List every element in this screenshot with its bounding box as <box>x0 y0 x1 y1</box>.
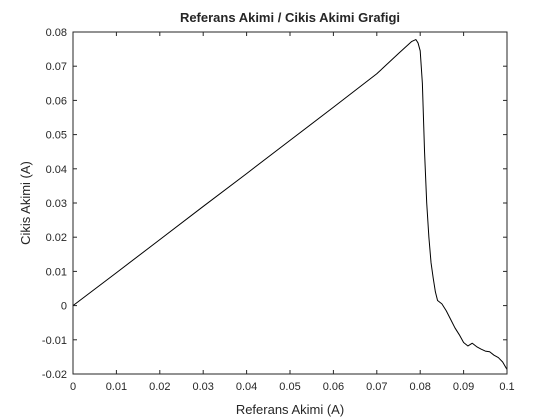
y-tick-label: 0.06 <box>46 95 67 107</box>
x-tick-label: 0.08 <box>409 381 430 393</box>
y-tick-label: 0.03 <box>46 198 67 210</box>
y-tick-label: -0.02 <box>42 369 67 381</box>
y-tick-label: 0 <box>61 301 67 313</box>
x-tick-label: 0 <box>70 381 76 393</box>
x-axis-label: Referans Akimi (A) <box>236 402 344 417</box>
axes-box <box>72 31 508 375</box>
x-tick-label: 0.07 <box>366 381 387 393</box>
x-tick-label: 0.09 <box>453 381 474 393</box>
series-line <box>72 39 508 370</box>
x-tick-label: 0.05 <box>279 381 300 393</box>
y-axis-label: Cikis Akimi (A) <box>18 161 33 245</box>
x-tick-label: 0.03 <box>192 381 213 393</box>
y-tick-label: 0.04 <box>46 164 67 176</box>
x-tick-label: 0.01 <box>106 381 127 393</box>
chart-title: Referans Akimi / Cikis Akimi Grafigi <box>180 10 400 25</box>
x-tick-label: 0.02 <box>149 381 170 393</box>
x-tick-label: 0.1 <box>499 381 514 393</box>
y-tick-label: 0.02 <box>46 232 67 244</box>
y-tick-label: 0.05 <box>46 130 67 142</box>
tick-layer: 0 0.01 0.02 0.03 0.04 0.05 0.06 0.07 0.08 0.09 0.1… <box>42 27 515 393</box>
y-tick-label: 0.01 <box>46 266 67 278</box>
series-layer <box>72 39 508 370</box>
y-tick-label: 0.08 <box>46 27 67 39</box>
y-tick-label: 0.07 <box>46 61 67 73</box>
x-tick-label: 0.04 <box>236 381 257 393</box>
x-tick-label: 0.06 <box>323 381 344 393</box>
y-tick-label: -0.01 <box>42 335 67 347</box>
